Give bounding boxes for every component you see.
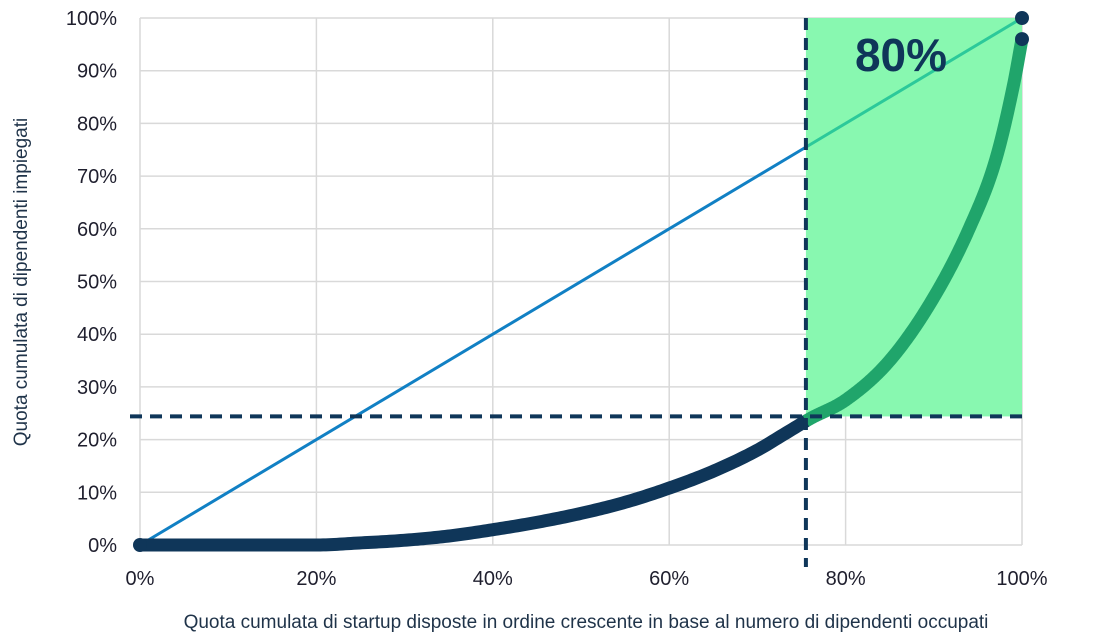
equality-line-end-point: [1015, 11, 1029, 25]
y-tick-label: 20%: [77, 430, 117, 452]
x-tick-label: 0%: [126, 568, 155, 590]
equality-line: [139, 145, 807, 547]
x-tick-label: 40%: [473, 568, 513, 590]
x-tick-label: 100%: [996, 568, 1047, 590]
y-tick-label: 30%: [77, 377, 117, 399]
y-tick-label: 80%: [77, 113, 117, 135]
x-tick-label: 80%: [826, 568, 866, 590]
annotation-80-percent: 80%: [855, 29, 947, 81]
x-tick-label: 60%: [649, 568, 689, 590]
x-axis-title: Quota cumulata di startup disposte in or…: [184, 612, 989, 633]
concentration-curve-highlighted: [802, 37, 1029, 427]
y-axis-title: Quota cumulata di dipendenti impiegati: [11, 118, 32, 446]
equality-line-highlighted: [805, 16, 1023, 149]
y-tick-label: 70%: [77, 166, 117, 188]
series-group: [133, 11, 1029, 552]
curve-start-point: [133, 538, 147, 552]
reference-lines-group: [130, 18, 1022, 567]
highlight-region: [805, 18, 1022, 417]
y-tick-label: 90%: [77, 61, 117, 83]
x-tick-label: 20%: [296, 568, 336, 590]
concentration-curve: [133, 414, 813, 552]
y-tick-label: 50%: [77, 272, 117, 294]
y-tick-label: 100%: [66, 8, 117, 30]
y-tick-label: 0%: [88, 535, 117, 557]
y-tick-label: 10%: [77, 482, 117, 504]
tick-labels-group: 0% 10% 20% 30% 40% 50% 60% 70% 80% 90% 100% 0% 20% 40…: [66, 8, 1048, 590]
y-tick-label: 60%: [77, 219, 117, 241]
curve-end-point: [1015, 32, 1029, 47]
highlight-region-group: [805, 18, 1022, 417]
y-tick-label: 40%: [77, 324, 117, 346]
